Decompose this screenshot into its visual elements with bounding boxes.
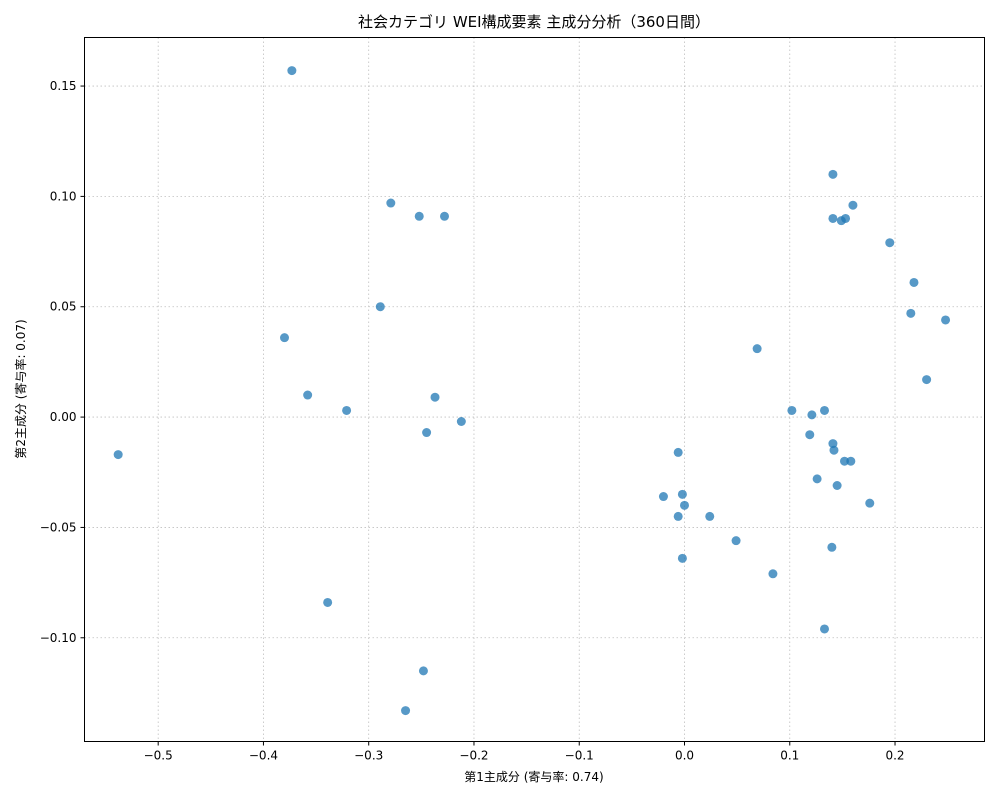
data-point xyxy=(820,624,829,634)
y-tick-label: −0.05 xyxy=(40,520,77,534)
data-point xyxy=(865,498,875,508)
x-tick-label: −0.3 xyxy=(354,749,383,763)
data-point xyxy=(829,445,839,455)
data-point xyxy=(673,511,683,521)
data-point xyxy=(828,169,838,179)
x-tick-label: 0.2 xyxy=(885,749,904,763)
data-point xyxy=(430,392,440,402)
grid-lines xyxy=(84,37,985,742)
data-point xyxy=(401,706,411,716)
data-point xyxy=(323,597,333,607)
data-point xyxy=(680,500,689,510)
data-point xyxy=(677,489,687,499)
x-tick-label: −0.2 xyxy=(459,749,488,763)
data-point xyxy=(303,390,313,400)
data-point xyxy=(705,511,715,521)
data-points xyxy=(113,66,951,716)
data-point xyxy=(807,410,817,420)
data-point xyxy=(787,405,797,415)
data-point xyxy=(287,66,297,76)
data-point xyxy=(418,666,428,676)
data-point xyxy=(456,417,466,426)
data-point xyxy=(440,211,449,221)
data-point xyxy=(832,481,842,490)
data-point xyxy=(848,200,858,210)
data-point xyxy=(752,344,762,354)
x-tick-label: −0.4 xyxy=(249,749,278,763)
data-point xyxy=(841,213,851,223)
chart-title: 社会カテゴリ WEI構成要素 主成分分析（360日間） xyxy=(358,13,710,31)
data-point xyxy=(922,375,932,385)
data-point xyxy=(840,456,849,466)
data-point xyxy=(828,213,838,223)
x-axis-label: 第1主成分 (寄与率: 0.74) xyxy=(464,769,603,784)
data-point xyxy=(422,428,432,438)
x-tick-label: 0.1 xyxy=(780,749,799,763)
y-axis-label: 第2主成分 (寄与率: 0.07) xyxy=(13,319,28,458)
data-point xyxy=(805,430,815,440)
data-point xyxy=(658,492,668,502)
data-point xyxy=(768,569,778,579)
x-tick-label: −0.5 xyxy=(144,749,173,763)
x-tick-label: 0.0 xyxy=(675,749,694,763)
data-point xyxy=(846,456,856,466)
data-point xyxy=(885,238,895,248)
x-tick-label: −0.1 xyxy=(565,749,594,763)
data-point xyxy=(941,315,951,325)
y-tick-label: 0.15 xyxy=(50,79,77,93)
data-point xyxy=(113,450,123,460)
y-tick-label: 0.10 xyxy=(50,189,77,203)
data-point xyxy=(827,542,837,552)
data-point xyxy=(375,302,385,312)
data-point xyxy=(731,536,741,546)
data-point xyxy=(909,277,919,287)
data-point xyxy=(812,474,822,484)
data-point xyxy=(906,308,916,318)
data-point xyxy=(828,439,838,449)
data-point xyxy=(414,211,424,221)
data-point xyxy=(673,447,683,457)
data-point xyxy=(386,198,396,208)
x-axis-ticks: −0.5 −0.4 −0.3 −0.2 −0.1 0.0 0.1 0.2 xyxy=(144,741,905,763)
data-point xyxy=(820,405,829,415)
y-axis-ticks: −0.10 −0.05 0.00 0.05 0.10 0.15 xyxy=(40,79,85,645)
data-point xyxy=(677,553,687,563)
plot-frame xyxy=(84,37,985,742)
data-point xyxy=(342,405,352,415)
data-point xyxy=(280,333,289,343)
y-tick-label: 0.00 xyxy=(50,410,77,424)
y-tick-label: 0.05 xyxy=(50,300,77,314)
y-tick-label: −0.10 xyxy=(40,631,77,645)
